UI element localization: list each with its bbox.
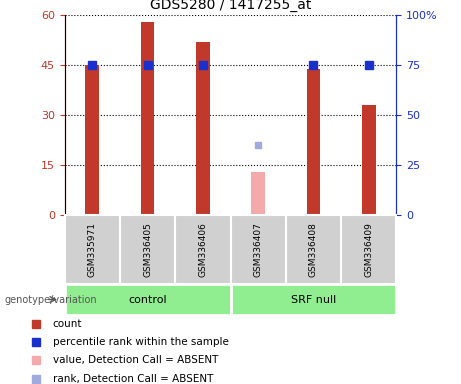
Text: GSM336406: GSM336406: [198, 222, 207, 277]
Bar: [141, 22, 154, 215]
Text: count: count: [53, 319, 82, 329]
Bar: [85, 65, 99, 215]
Bar: [307, 69, 320, 215]
Bar: [196, 42, 210, 215]
Text: GSM336407: GSM336407: [254, 222, 263, 277]
Bar: [230, 284, 396, 315]
Text: GSM336408: GSM336408: [309, 222, 318, 277]
Bar: [65, 284, 230, 315]
Text: control: control: [128, 295, 167, 305]
Bar: [341, 215, 396, 284]
Title: GDS5280 / 1417255_at: GDS5280 / 1417255_at: [150, 0, 311, 12]
Bar: [65, 215, 120, 284]
Text: GSM336405: GSM336405: [143, 222, 152, 277]
Bar: [120, 215, 175, 284]
Bar: [175, 215, 230, 284]
Bar: [286, 215, 341, 284]
Text: SRF null: SRF null: [291, 295, 336, 305]
Text: GSM335971: GSM335971: [88, 222, 97, 277]
Bar: [251, 172, 265, 215]
Text: genotype/variation: genotype/variation: [5, 295, 97, 305]
Text: rank, Detection Call = ABSENT: rank, Detection Call = ABSENT: [53, 374, 213, 384]
Text: value, Detection Call = ABSENT: value, Detection Call = ABSENT: [53, 356, 218, 366]
Text: percentile rank within the sample: percentile rank within the sample: [53, 337, 229, 347]
Bar: [230, 215, 286, 284]
Text: GSM336409: GSM336409: [364, 222, 373, 277]
Bar: [362, 105, 376, 215]
